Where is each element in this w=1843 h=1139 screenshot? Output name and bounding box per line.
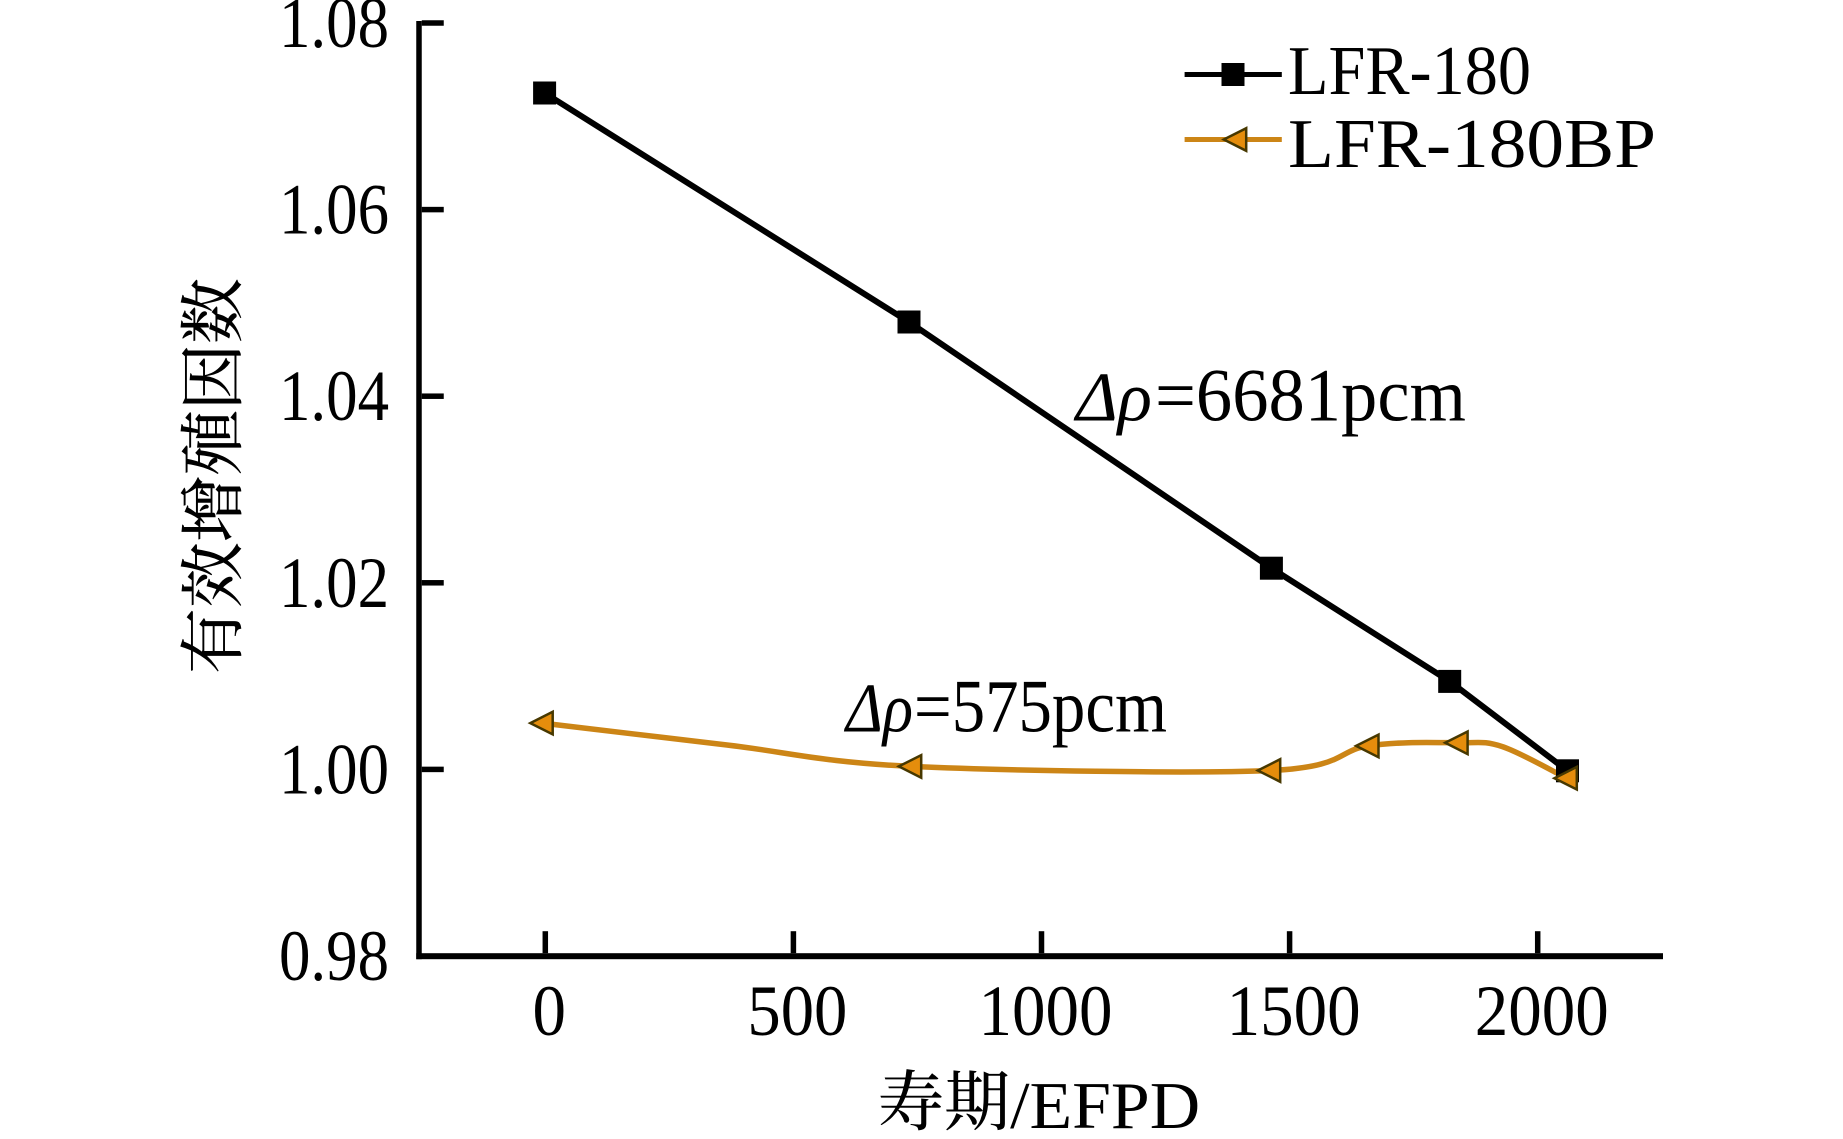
- svg-text:1.06: 1.06: [279, 170, 389, 250]
- svg-text:LFR-180: LFR-180: [1288, 33, 1531, 110]
- svg-text:500: 500: [747, 971, 847, 1051]
- svg-text:1000: 1000: [979, 971, 1113, 1051]
- svg-text:=6681pcm: =6681pcm: [1155, 355, 1466, 438]
- svg-text:1.00: 1.00: [279, 729, 389, 809]
- svg-text:Δρ: Δρ: [843, 671, 913, 748]
- svg-text:1.04: 1.04: [279, 356, 389, 436]
- svg-text:1500: 1500: [1227, 971, 1361, 1051]
- svg-text:0: 0: [533, 971, 567, 1051]
- svg-text:2000: 2000: [1475, 971, 1609, 1051]
- svg-text:Δρ: Δρ: [1073, 360, 1152, 437]
- svg-text:/EFPD: /EFPD: [1010, 1069, 1200, 1139]
- svg-text:=575pcm: =575pcm: [914, 666, 1167, 749]
- svg-text:LFR-180BP: LFR-180BP: [1288, 106, 1656, 183]
- svg-text:1.02: 1.02: [279, 543, 389, 623]
- svg-text:0.98: 0.98: [279, 916, 389, 996]
- svg-text:1.08: 1.08: [279, 0, 389, 63]
